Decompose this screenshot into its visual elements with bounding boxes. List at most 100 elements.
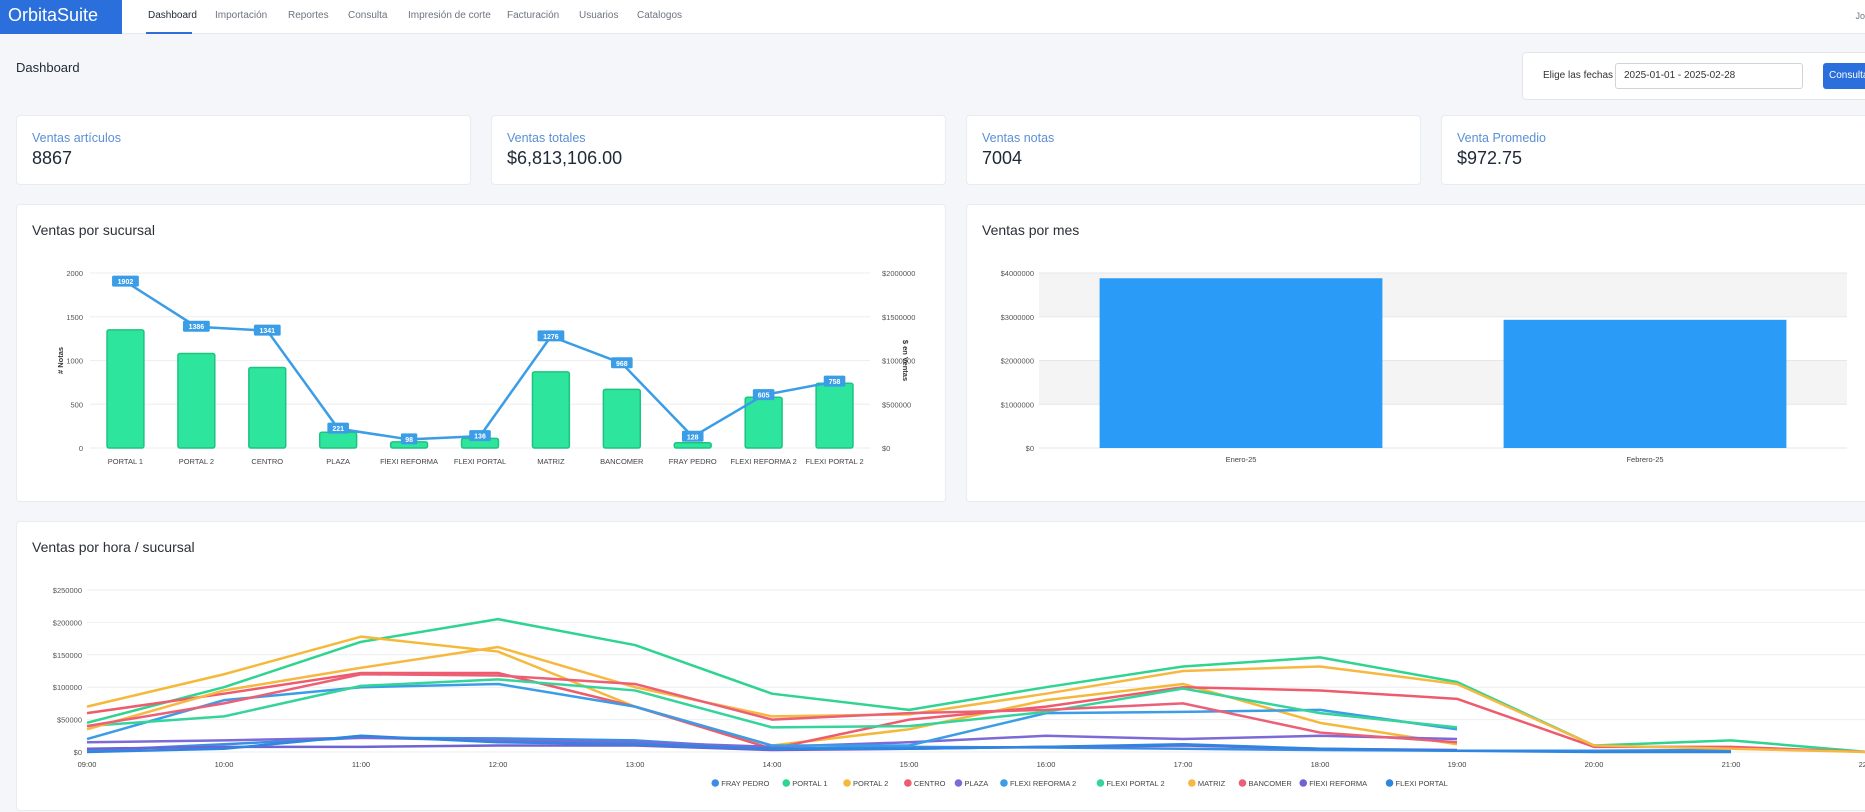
data-label-box <box>681 430 704 442</box>
legend-label: PLAZA <box>964 779 988 788</box>
chart-card-ventas-por-sucursal: Ventas por sucursal 0 500 1000 1500 2000 $0 $5… <box>16 204 946 502</box>
bar <box>177 352 216 449</box>
nav-catalogos[interactable]: Catalogos <box>637 10 683 21</box>
chart-title: Ventas por sucursal <box>32 222 155 238</box>
legend-marker <box>954 779 963 787</box>
chart-title: Ventas por mes <box>982 222 1080 238</box>
data-label: 1341 <box>259 328 275 335</box>
nav-impresion-de-corte[interactable]: Impresión de corte <box>408 10 491 21</box>
series-line <box>86 635 1458 747</box>
legend-marker <box>711 779 720 787</box>
legend-label: MATRIZ <box>1198 779 1226 788</box>
y-axis-label: # Notas <box>56 347 65 374</box>
legend-label: PORTAL 2 <box>853 779 888 788</box>
nav-usuarios[interactable]: Usuarios <box>579 10 619 21</box>
legend-marker <box>1000 779 1008 787</box>
page-title: Dashboard <box>16 60 80 75</box>
stat-label: Ventas totales <box>507 131 586 145</box>
data-label: 758 <box>829 379 841 386</box>
data-label-box <box>112 275 139 287</box>
brand-logo[interactable]: OrbitaSuite <box>0 0 122 34</box>
bar <box>815 382 854 449</box>
bar <box>106 329 145 449</box>
stat-card-ventas-totales: Ventas totales $6,813,106.00 <box>491 115 946 185</box>
user-menu[interactable]: Jo <box>1855 11 1865 21</box>
chart-card-ventas-por-mes: Ventas por mes $0 $1000000 $2000000 $300000… <box>966 204 1865 502</box>
series-line <box>86 734 1458 749</box>
bar <box>1099 278 1383 448</box>
x-tick-label: Febrero-25 <box>1626 455 1663 464</box>
bar <box>1503 319 1787 448</box>
ventas-por-hora-chart: $0 $50000 $100000 $150000 $200000 $250000 09:0… <box>53 586 1865 788</box>
x-tick-label: Enero-25 <box>1226 455 1257 464</box>
nav-importacion[interactable]: Importación <box>215 10 268 21</box>
legend-label: PORTAL 1 <box>792 779 827 788</box>
bar <box>744 396 783 449</box>
data-label-box <box>469 430 491 442</box>
stat-card-ventas-articulos: Ventas artículos 8867 <box>16 115 471 185</box>
consulta-button[interactable]: Consulta <box>1823 63 1865 89</box>
legend-label: CENTRO <box>914 779 946 788</box>
series-line <box>86 671 1865 754</box>
nav-dashboard[interactable]: Dashboard <box>148 10 197 21</box>
y2-tick-label: $1500000 <box>882 313 915 322</box>
bar <box>673 442 712 449</box>
data-label: 136 <box>474 434 486 441</box>
top-navbar: OrbitaSuite Dashboard Importación Report… <box>0 0 1865 34</box>
y2-tick-label: $1000000 <box>882 357 915 366</box>
legend-marker <box>904 779 912 787</box>
stat-value: 7004 <box>982 148 1023 168</box>
legend-label: BANCOMER <box>1248 779 1292 788</box>
y-tick-label: $200000 <box>53 618 82 627</box>
x-tick-label: BANCOMER <box>600 457 644 466</box>
x-tick-label: 11:00 <box>352 760 370 769</box>
legend-label: FLEXI PORTAL 2 <box>1106 779 1164 788</box>
ventas-por-sucursal-chart: 0 500 1000 1500 2000 $0 $500000 $1000000 $150000… <box>56 269 915 466</box>
y-tick-label: $1000000 <box>1001 400 1034 409</box>
legend-marker <box>1096 779 1105 787</box>
nav-consulta[interactable]: Consulta <box>348 10 388 21</box>
data-label: 1902 <box>118 279 134 286</box>
y-tick-label: $100000 <box>53 683 82 692</box>
series-line <box>86 672 1458 744</box>
y-tick-label: 1500 <box>66 313 83 322</box>
y2-tick-label: $500000 <box>882 400 911 409</box>
legend-label: FRAY PEDRO <box>721 779 769 788</box>
date-range-input[interactable]: 2025-01-01 - 2025-02-28 <box>1615 63 1803 89</box>
ventas-por-mes-chart: $0 $1000000 $2000000 $3000000 $4000000 Enero-… <box>1001 269 1847 464</box>
x-tick-label: 18:00 <box>1311 760 1330 769</box>
y-tick-label: $2000000 <box>1001 357 1034 366</box>
stat-value: $972.75 <box>1457 148 1523 168</box>
y-tick-label: $3000000 <box>1001 313 1034 322</box>
legend-label: FlEXI REFORMA <box>1309 779 1367 788</box>
stat-value: $6,813,106.00 <box>507 148 623 168</box>
x-tick-label: 15:00 <box>900 760 919 769</box>
nav-facturacion[interactable]: Facturación <box>507 10 560 21</box>
chart-card-ventas-por-hora: Ventas por hora / sucursal $0 $50000 $1000… <box>16 521 1865 811</box>
stat-label: Ventas artículos <box>32 131 121 145</box>
x-tick-label: CENTRO <box>251 457 283 466</box>
stat-card-ventas-notas: Ventas notas 7004 <box>966 115 1421 185</box>
stat-card-venta-promedio: Venta Promedio $972.75 <box>1441 115 1865 185</box>
data-label: 98 <box>405 437 413 444</box>
nav-reportes[interactable]: Reportes <box>288 10 329 21</box>
x-tick-label: FlEXI REFORMA <box>380 457 438 466</box>
data-label: 1386 <box>189 324 205 331</box>
x-tick-label: 19:00 <box>1448 760 1467 769</box>
legend-marker <box>782 779 791 787</box>
y-tick-label: 0 <box>79 444 83 453</box>
bar <box>602 388 642 449</box>
active-nav-indicator <box>146 32 192 34</box>
data-label: 1276 <box>543 334 559 341</box>
data-label: 968 <box>616 361 628 368</box>
data-label: 605 <box>758 393 770 400</box>
y2-axis-label: $ en Ventas <box>901 340 910 381</box>
data-label-box <box>537 330 565 342</box>
y-tick-label: $150000 <box>53 651 82 660</box>
chart-title: Ventas por hora / sucursal <box>32 539 195 555</box>
stat-value: 8867 <box>32 148 73 168</box>
x-tick-label: FLEXI PORTAL 2 <box>805 457 863 466</box>
date-filter-panel: Elige las fechas 2025-01-01 - 2025-02-28… <box>1522 52 1865 100</box>
legend-marker <box>1385 779 1394 787</box>
legend-marker <box>843 779 851 787</box>
